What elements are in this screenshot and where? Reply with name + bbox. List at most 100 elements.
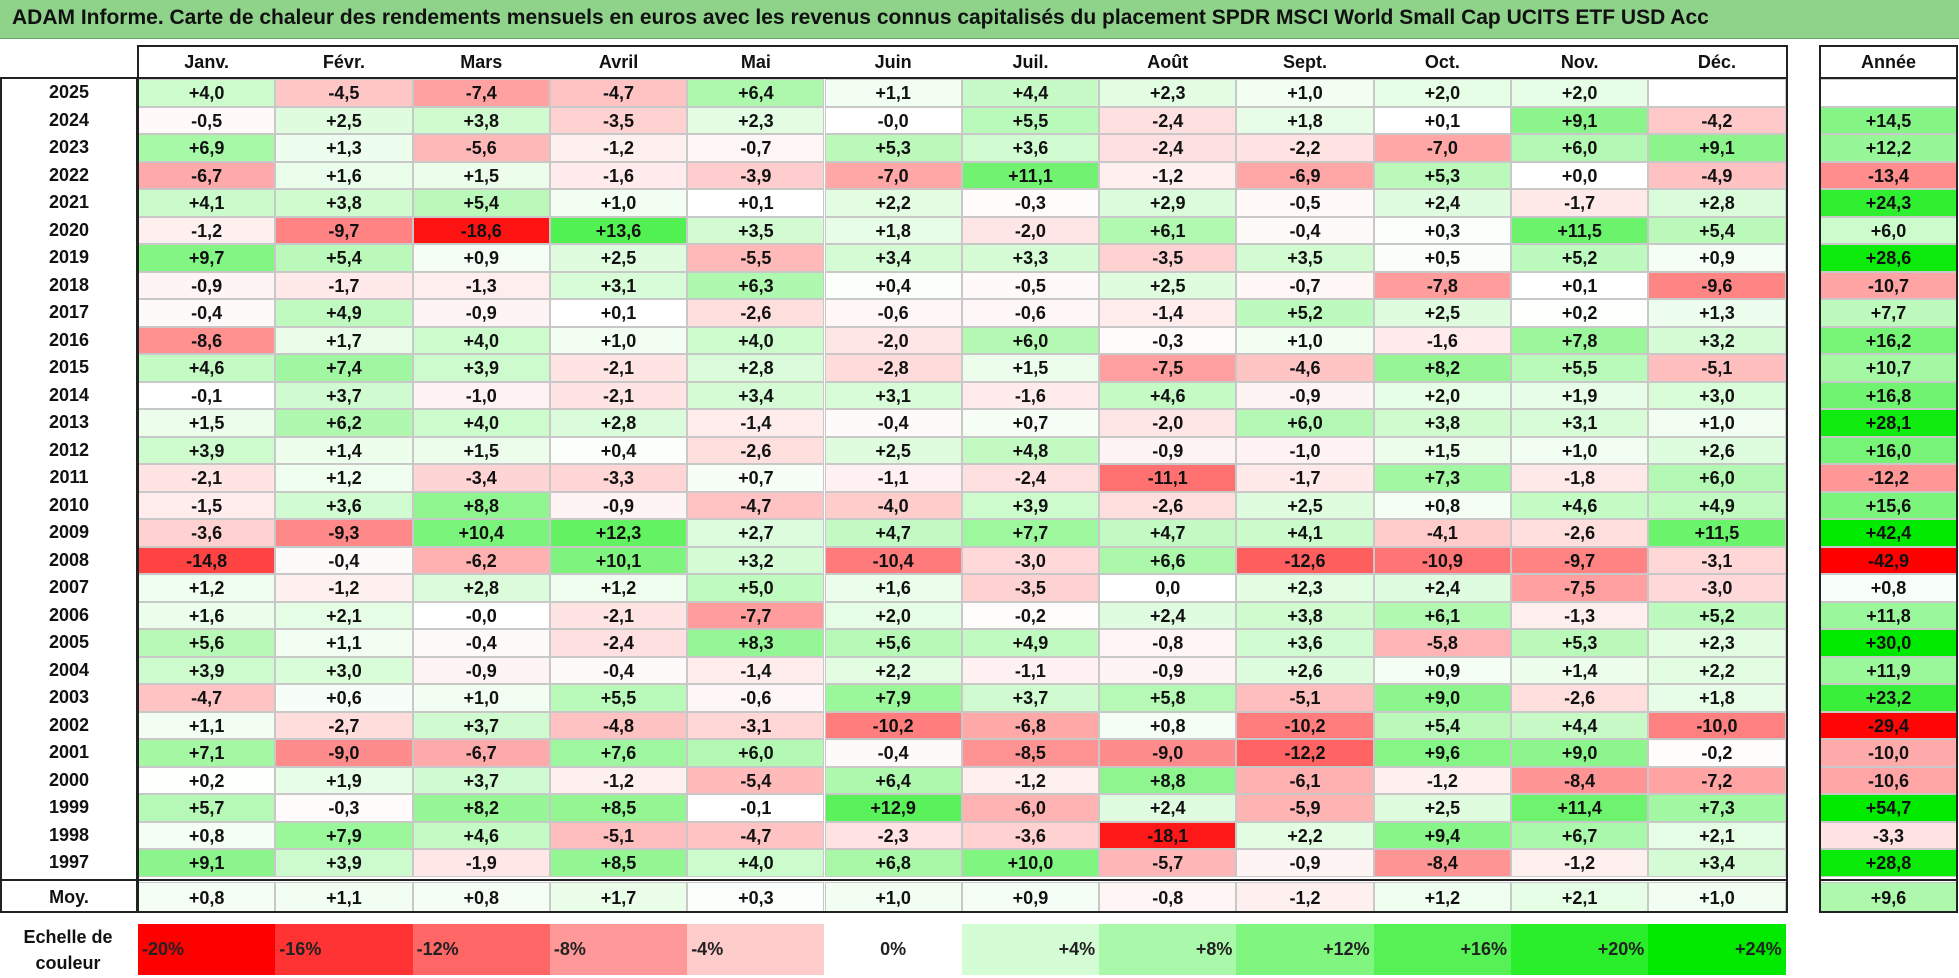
heatmap-cell: -3,6	[961, 821, 1100, 849]
average-annual-cell: +9,6	[1820, 881, 1957, 912]
year-label: 2019	[48, 247, 90, 267]
heatmap-cell: +1,8	[824, 216, 962, 244]
heatmap-cell: -4,7	[138, 684, 276, 712]
heatmap-cell: -1,2	[1511, 849, 1649, 877]
heatmap-cell: +1,2	[138, 574, 276, 602]
annual-cell	[1820, 79, 1957, 107]
heatmap-cell: +2,8	[549, 409, 688, 437]
annual-cell: -10,7	[1820, 271, 1957, 299]
year-label: 2002	[48, 714, 90, 735]
legend-swatch: -4%	[687, 924, 825, 975]
heatmap-cell: +6,0	[1511, 134, 1649, 162]
heatmap-cell: +9,4	[1373, 821, 1511, 849]
heatmap-cell: -0,9	[549, 491, 688, 519]
heatmap-cell: -5,5	[687, 244, 825, 272]
heatmap-cell: +6,4	[687, 79, 825, 107]
heatmap-cell: +3,7	[412, 766, 550, 794]
heatmap-cell: -0,6	[824, 299, 962, 327]
heatmap-cell: -2,4	[961, 464, 1100, 492]
heatmap-cell: -2,0	[824, 326, 962, 354]
annual-cell: +11,9	[1820, 656, 1957, 684]
heatmap-cell: -5,7	[1099, 849, 1237, 877]
heatmap-cell: -8,5	[961, 739, 1100, 767]
heatmap-cell: +4,6	[1099, 381, 1237, 409]
heatmap-cell: +7,3	[1373, 464, 1511, 492]
heatmap-cell: -4,0	[824, 491, 962, 519]
heatmap-cell: -4,2	[1648, 106, 1786, 134]
month-header: Juin	[874, 52, 912, 72]
heatmap-cell: +2,2	[1236, 821, 1374, 849]
heatmap-cell: +9,0	[1511, 739, 1649, 767]
year-label: 1998	[48, 824, 90, 845]
year-label: 2023	[48, 137, 90, 157]
heatmap-cell: +0,9	[1648, 244, 1786, 272]
heatmap-cell: -6,1	[1236, 766, 1374, 794]
heatmap-cell: +6,6	[1099, 546, 1237, 574]
year-label: 2012	[48, 439, 90, 460]
heatmap-cell: +1,0	[1511, 436, 1649, 464]
heatmap-cell: +6,0	[687, 739, 825, 767]
heatmap-cell: +5,6	[138, 629, 276, 657]
heatmap-cell: -14,8	[138, 546, 276, 574]
heatmap-cell: -9,3	[275, 519, 413, 547]
heatmap-cell: +12,3	[549, 519, 688, 547]
legend-swatch: +20%	[1511, 924, 1649, 975]
heatmap-cell: +0,3	[1373, 216, 1511, 244]
heatmap-cell: -0,2	[1648, 739, 1786, 767]
heatmap-cell: -4,9	[1648, 161, 1786, 189]
heatmap-cell: +7,9	[824, 684, 962, 712]
heatmap-cell: -6,7	[412, 739, 550, 767]
heatmap-cell: -6,7	[138, 161, 276, 189]
heatmap-cell: -1,7	[1511, 189, 1649, 217]
heatmap-cell: -7,0	[1373, 134, 1511, 162]
heatmap-cell: +4,9	[275, 299, 413, 327]
heatmap-cell: +2,3	[1099, 79, 1237, 107]
heatmap-cell: -2,3	[824, 821, 962, 849]
legend-swatch: +8%	[1099, 924, 1237, 975]
heatmap-cell: +0,9	[1373, 656, 1511, 684]
heatmap-cell: -0,6	[961, 299, 1100, 327]
heatmap-cell: +2,5	[1099, 271, 1237, 299]
heatmap-cell: -1,2	[138, 216, 276, 244]
heatmap-cell: +8,8	[412, 491, 550, 519]
heatmap-cell: -8,4	[1373, 849, 1511, 877]
heatmap-cell: +0,5	[1373, 244, 1511, 272]
heatmap-cell: -6,9	[1236, 161, 1374, 189]
heatmap-cell: +0,4	[549, 436, 688, 464]
heatmap-cell: -0,9	[412, 299, 550, 327]
heatmap-cell: -2,2	[1236, 134, 1374, 162]
annual-cell: -42,9	[1820, 546, 1957, 574]
heatmap-cell: +7,9	[275, 821, 413, 849]
heatmap-cell: +0,1	[1373, 106, 1511, 134]
heatmap-cell: -0,4	[824, 739, 962, 767]
heatmap-cell: +4,8	[961, 436, 1100, 464]
heatmap-cell: +2,3	[1236, 574, 1374, 602]
heatmap-cell: -0,9	[1236, 381, 1374, 409]
heatmap-cell: +9,0	[1373, 684, 1511, 712]
heatmap-cell: -2,4	[1099, 134, 1237, 162]
heatmap-cell: +6,2	[275, 409, 413, 437]
heatmap-cell: +2,6	[1648, 436, 1786, 464]
heatmap-cell: -0,1	[687, 794, 825, 822]
heatmap-cell: -9,7	[1511, 546, 1649, 574]
year-label: 2008	[48, 549, 90, 570]
heatmap-cell: +1,5	[1373, 436, 1511, 464]
heatmap-cell: -1,3	[1511, 601, 1649, 629]
heatmap-cell: +0,0	[1511, 161, 1649, 189]
annual-cell: +28,1	[1820, 409, 1957, 437]
heatmap-cell: +1,0	[1236, 326, 1374, 354]
heatmap-cell: -2,4	[1099, 106, 1237, 134]
average-cell: +2,1	[1511, 881, 1649, 912]
heatmap-cell: +9,7	[138, 244, 276, 272]
heatmap-cell: +7,6	[549, 739, 688, 767]
month-header: Sept.	[1283, 52, 1328, 72]
heatmap-cell: -10,0	[1648, 711, 1786, 739]
year-label: 2025	[48, 82, 90, 102]
heatmap-cell: -1,2	[1099, 161, 1237, 189]
legend-swatch: +24%	[1648, 924, 1786, 975]
heatmap-cell: +2,2	[824, 189, 962, 217]
heatmap-cell: +4,4	[961, 79, 1100, 107]
heatmap-cell: -3,0	[961, 546, 1100, 574]
heatmap-cell: +2,4	[1099, 794, 1237, 822]
heatmap-cell: -0,9	[1099, 436, 1237, 464]
